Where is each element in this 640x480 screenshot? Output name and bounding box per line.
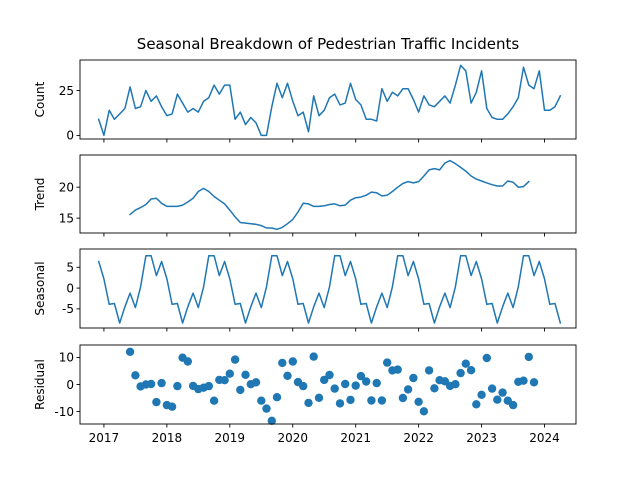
residual-point	[498, 388, 507, 397]
count-ytick-label: 0	[66, 129, 74, 143]
xtick-label: 2023	[466, 431, 497, 445]
residual-point	[278, 358, 287, 368]
residual-point	[419, 407, 429, 416]
residual-ytick-label: 10	[59, 351, 74, 365]
residual-point	[487, 384, 497, 393]
residual-point	[209, 396, 219, 405]
residual-point	[414, 397, 423, 406]
residual-point	[262, 404, 271, 413]
residual-point	[398, 393, 408, 403]
count-series-line	[97, 64, 562, 137]
residual-point	[230, 355, 240, 364]
xtick-label: 2017	[89, 431, 120, 445]
residual-point	[236, 385, 245, 395]
xtick-label: 2022	[403, 431, 434, 445]
residual-point	[330, 384, 339, 393]
count-ytick-label: 25	[59, 84, 74, 98]
residual-point	[314, 393, 324, 402]
residual-point	[409, 373, 418, 383]
residual-point	[225, 369, 234, 378]
residual-point	[283, 371, 292, 380]
residual-point	[304, 398, 313, 408]
residual-point	[267, 416, 276, 425]
residual-point	[508, 400, 518, 410]
panels-group: 0 25 Count 15 20 Trend -5 0 5 Seasonal -10 0 10 Resid…	[33, 59, 577, 445]
residual-point	[320, 375, 329, 385]
residual-point	[351, 381, 360, 390]
residual-ylabel: Residual	[33, 359, 47, 410]
residual-ytick-label: 0	[66, 378, 74, 392]
residual-point	[477, 390, 486, 399]
xtick-label: 2019	[215, 431, 246, 445]
residual-point	[346, 395, 355, 405]
panel-trend: 15 20 Trend	[33, 154, 577, 237]
residual-point	[341, 379, 350, 389]
residual-point	[482, 353, 491, 363]
residual-point	[519, 376, 528, 385]
residual-point	[451, 380, 460, 389]
panel-seasonal: -5 0 5 Seasonal	[33, 248, 577, 332]
residual-point	[325, 370, 334, 380]
residual-point	[356, 371, 366, 381]
trend-ylabel: Trend	[33, 178, 47, 212]
residual-point	[309, 352, 318, 361]
trend-series-line	[129, 159, 530, 231]
residual-point	[183, 357, 192, 366]
residual-point	[362, 377, 371, 386]
residual-point	[424, 366, 434, 375]
residual-point	[377, 396, 387, 405]
count-ylabel: Count	[33, 81, 47, 117]
residual-point	[288, 357, 297, 366]
chart-title: Seasonal Breakdown of Pedestrian Traffic…	[137, 35, 520, 53]
seasonal-ytick-label: 0	[66, 281, 74, 295]
residual-point	[131, 371, 140, 380]
residual-ytick-label: -10	[54, 405, 74, 419]
residual-point	[430, 384, 439, 393]
residual-point	[335, 399, 345, 408]
xtick-label: 2020	[277, 431, 308, 445]
residual-point	[167, 402, 177, 411]
panel-count: 0 25 Count	[33, 59, 577, 143]
residual-point	[299, 381, 308, 391]
trend-ytick-label: 15	[59, 211, 74, 225]
seasonal-ylabel: Seasonal	[33, 261, 47, 315]
residual-point	[493, 395, 502, 404]
residual-point	[251, 378, 261, 387]
residual-point	[241, 370, 250, 379]
seasonal-ytick-label: -5	[62, 302, 74, 316]
residual-point	[461, 359, 470, 368]
residual-point	[257, 396, 266, 405]
residual-point	[383, 358, 392, 367]
residual-point	[529, 378, 539, 387]
trend-ytick-label: 20	[59, 180, 74, 194]
seasonal-series-line	[97, 254, 562, 324]
residual-point	[146, 379, 156, 389]
residual-point	[403, 385, 413, 394]
residual-point	[472, 400, 481, 409]
xtick-label: 2024	[529, 431, 560, 445]
residual-point	[157, 378, 166, 388]
seasonal-ytick-label: 5	[66, 261, 74, 275]
residual-point	[125, 347, 135, 356]
panel-residual: -10 0 10 Residual 2017 2018 2019 2020 2021 2022 20…	[33, 344, 577, 445]
residual-point	[466, 366, 476, 375]
residual-point	[220, 376, 229, 385]
residual-point	[272, 393, 282, 402]
xtick-label: 2018	[152, 431, 183, 445]
residual-point	[204, 381, 213, 391]
count-axes-frame	[79, 59, 577, 140]
residual-point	[367, 396, 376, 405]
residual-point	[393, 365, 402, 374]
residual-point	[372, 378, 381, 388]
residual-point	[456, 368, 465, 378]
residual-point	[173, 381, 182, 391]
residual-point	[524, 352, 533, 362]
residual-point	[152, 397, 161, 407]
trend-axes-frame	[79, 154, 577, 234]
xtick-label: 2021	[340, 431, 371, 445]
